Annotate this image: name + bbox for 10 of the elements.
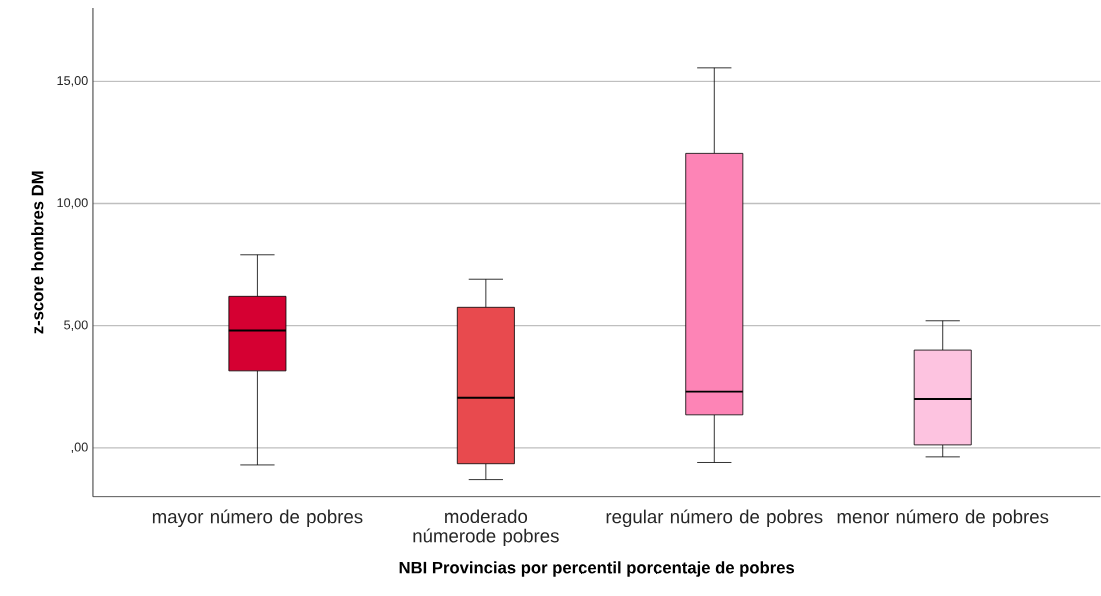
y-tick-label: ,00 bbox=[71, 442, 88, 454]
x-tick-label: menor número de pobres bbox=[837, 509, 1049, 528]
x-tick-label: moderado númerode pobres bbox=[413, 509, 559, 547]
x-tick-label: mayor número de pobres bbox=[152, 509, 363, 528]
x-tick-label: regular número de pobres bbox=[606, 509, 823, 528]
y-tick-label: 10,00 bbox=[57, 198, 88, 209]
y-axis-title: z-score hombres DM bbox=[31, 171, 44, 334]
y-tick-label: 5,00 bbox=[64, 320, 88, 332]
x-axis-title: NBI Provincias por percentil porcentaje de pobres bbox=[399, 561, 795, 577]
y-tick-label: 15,00 bbox=[57, 76, 88, 87]
